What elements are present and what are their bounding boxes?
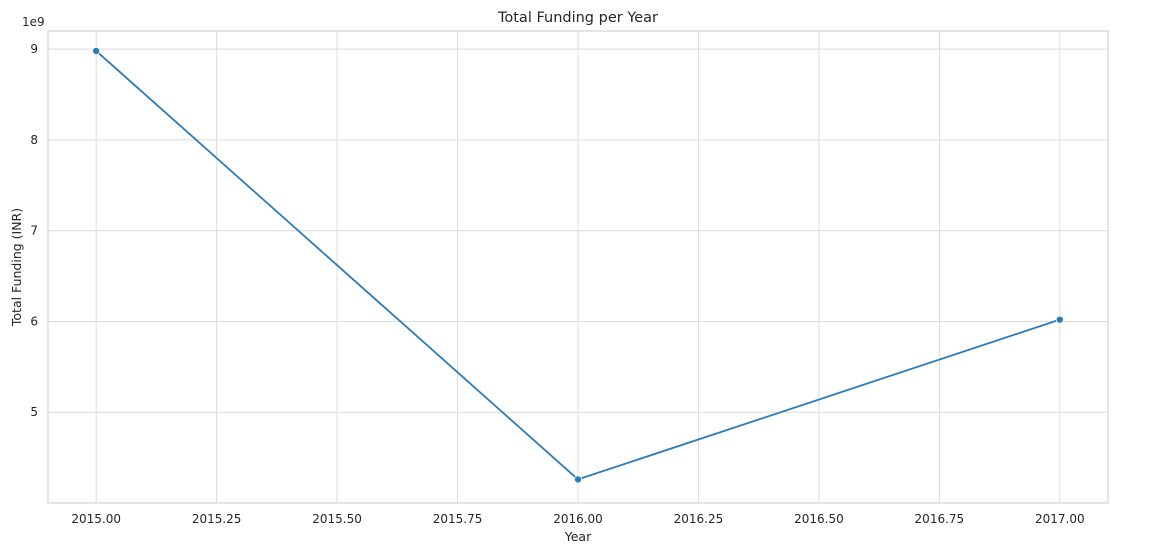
x-tick-label: 2017.00 (1035, 512, 1085, 526)
series-group (92, 46, 1064, 484)
data-point (92, 46, 101, 55)
x-tick-label: 2016.75 (915, 512, 965, 526)
data-point (574, 475, 583, 484)
x-tick-label: 2015.25 (192, 512, 242, 526)
x-tick-label: 2015.75 (433, 512, 483, 526)
x-tick-label: 2016.50 (794, 512, 844, 526)
chart-title: Total Funding per Year (497, 10, 658, 26)
y-gridlines (48, 48, 1108, 413)
y-tick-label: 9 (30, 42, 38, 56)
y-axis-offset-label: 1e9 (22, 15, 45, 29)
y-axis-label: Total Funding (INR) (9, 208, 24, 327)
y-tick-label: 8 (30, 133, 38, 147)
data-point (1055, 315, 1064, 324)
x-tick-label: 2016.25 (674, 512, 724, 526)
x-tick-labels: 2015.00 2015.25 2015.50 2015.75 2016.00 2016.… (71, 512, 1084, 526)
y-tick-label: 7 (30, 224, 38, 238)
x-tick-label: 2016.00 (553, 512, 603, 526)
y-tick-labels: 5 6 7 8 9 (30, 42, 38, 419)
x-gridlines (95, 31, 1061, 503)
x-tick-label: 2015.00 (71, 512, 121, 526)
x-tick-label: 2015.50 (312, 512, 362, 526)
y-tick-label: 6 (30, 314, 38, 328)
x-axis-label: Year (564, 529, 592, 544)
plot-frame (47, 30, 1109, 504)
y-tick-label: 5 (30, 405, 38, 419)
